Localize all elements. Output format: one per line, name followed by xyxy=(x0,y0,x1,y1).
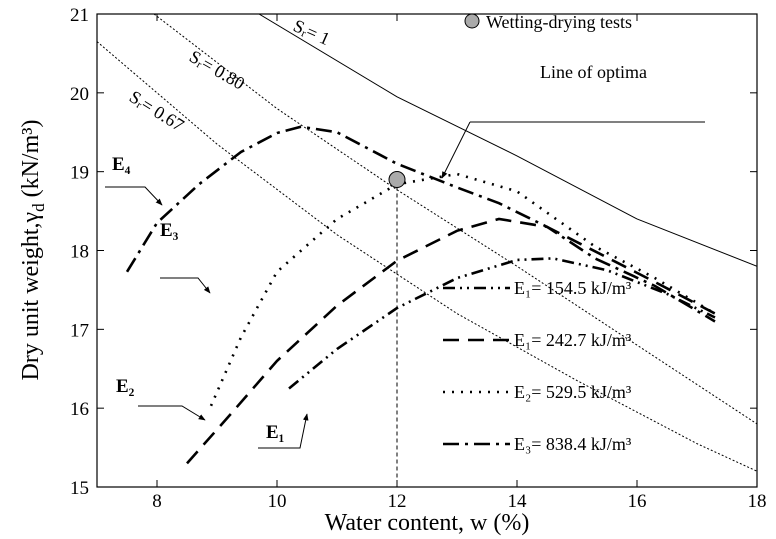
curve-label: E₁ xyxy=(266,422,284,443)
plot-frame xyxy=(96,13,758,488)
y-tick-label: 15 xyxy=(70,478,89,499)
saturation-line xyxy=(153,14,757,425)
curve xyxy=(209,172,716,407)
curve xyxy=(186,217,716,465)
x-tick-label: 18 xyxy=(748,491,767,512)
legend-marker xyxy=(464,13,480,29)
curve xyxy=(288,257,716,390)
arrow xyxy=(105,186,163,206)
x-tick-label: 8 xyxy=(152,491,162,512)
curve xyxy=(125,125,716,323)
arrow xyxy=(160,277,211,294)
y-tick-label: 18 xyxy=(70,242,89,263)
saturation-label: Sᵣ= 0.80 xyxy=(186,46,248,93)
y-tick-label: 19 xyxy=(70,163,89,184)
optima-arrow xyxy=(441,121,471,179)
saturation-label: Sᵣ= 1 xyxy=(290,15,333,49)
legend-label: E₃= 838.4 kJ/m³ xyxy=(514,434,632,454)
curve-label: E₄ xyxy=(112,154,131,175)
optima-label: Line of optima xyxy=(540,62,647,82)
y-axis-label: Dry unit weight,γd (kN/m³) xyxy=(18,120,48,381)
y-tick-label: 20 xyxy=(70,84,89,105)
point-legend: Wetting-drying tests xyxy=(486,12,632,32)
y-tick-label: 16 xyxy=(70,399,89,420)
y-tick-label: 21 xyxy=(70,5,89,26)
y-tick-label: 17 xyxy=(70,320,89,341)
plot-area xyxy=(97,14,757,472)
test-point xyxy=(388,171,406,189)
legend-label: E₁= 154.5 kJ/m³ xyxy=(514,278,632,298)
x-tick-label: 16 xyxy=(628,491,647,512)
saturation-line xyxy=(97,41,757,472)
x-tick-label: 12 xyxy=(388,491,407,512)
x-tick-label: 10 xyxy=(268,491,287,512)
x-axis-label: Water content, w (%) xyxy=(325,510,530,536)
legend-label: E₁= 242.7 kJ/m³ xyxy=(514,330,632,350)
y-label-sub: d xyxy=(29,203,48,212)
x-tick-label: 14 xyxy=(508,491,528,512)
legend-label: E₂= 529.5 kJ/m³ xyxy=(514,382,632,402)
saturation-line xyxy=(258,14,757,267)
curve-label: E₂ xyxy=(116,376,135,397)
arrow xyxy=(138,405,206,421)
y-label-text: Dry unit weight,γ xyxy=(18,211,44,380)
saturation-label: Sᵣ= 0.67 xyxy=(126,86,188,135)
curve-label: E₃ xyxy=(160,220,179,241)
arrow xyxy=(258,413,309,449)
y-label-tail: (kN/m³) xyxy=(18,120,44,204)
